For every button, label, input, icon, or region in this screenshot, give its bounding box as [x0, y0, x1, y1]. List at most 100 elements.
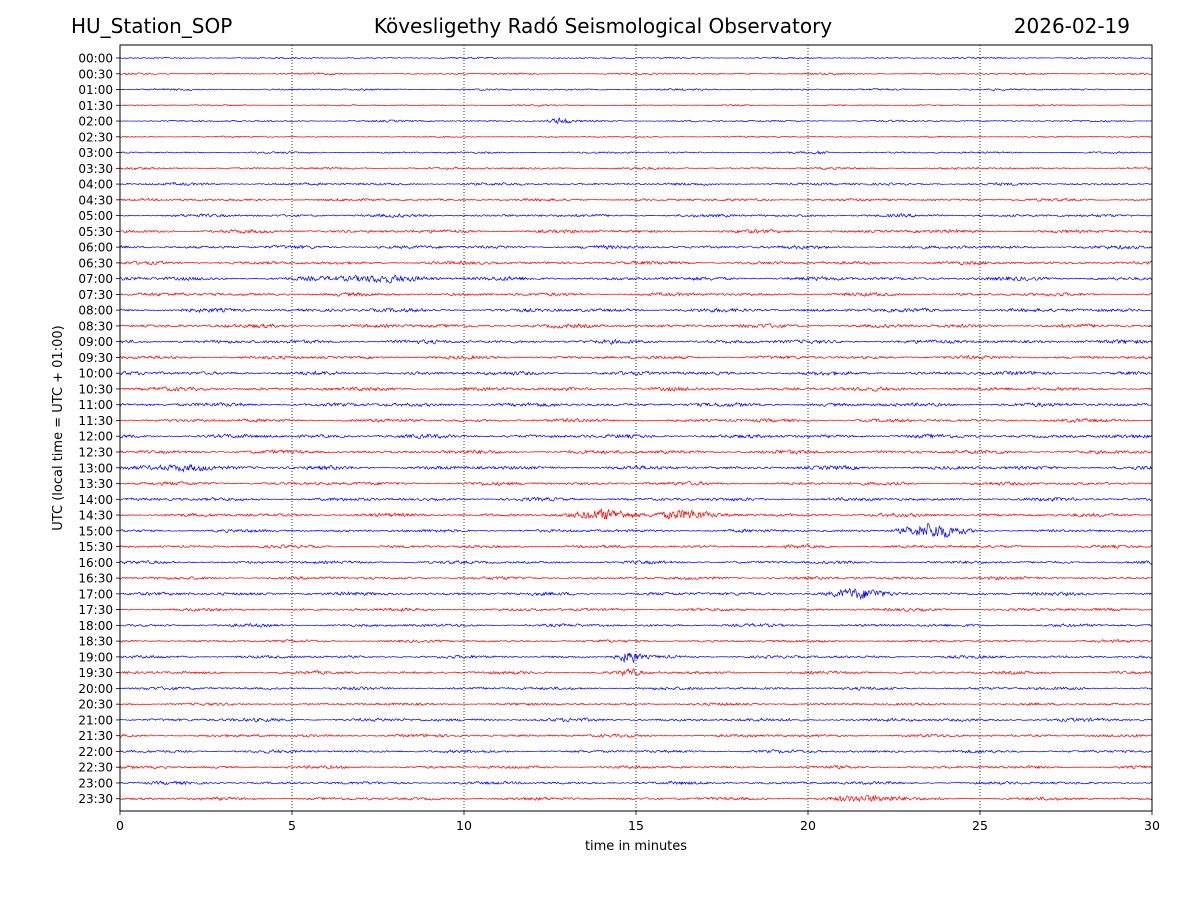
- y-tick-label: 11:00: [78, 398, 113, 412]
- trace-0700: [119, 274, 1153, 284]
- trace-2330: [119, 794, 1153, 803]
- trace-2200: [119, 749, 1153, 754]
- trace-0430: [119, 197, 1153, 202]
- x-tick-label: 0: [116, 818, 124, 833]
- trace-0500: [119, 213, 1153, 218]
- y-tick-label: 11:30: [78, 414, 113, 428]
- trace-2030: [119, 702, 1153, 707]
- trace-1530: [119, 544, 1153, 549]
- y-tick-label: 01:30: [78, 99, 113, 113]
- y-tick-label: 01:00: [78, 83, 113, 97]
- y-tick-label: 03:30: [78, 162, 113, 176]
- trace-1700: [119, 587, 1153, 601]
- trace-2100: [119, 717, 1153, 723]
- trace-1900: [119, 652, 1153, 664]
- trace-0400: [119, 182, 1153, 187]
- y-axis-label: UTC (local time = UTC + 01:00): [51, 325, 66, 530]
- trace-1830: [119, 638, 1153, 644]
- trace-1730: [119, 607, 1153, 613]
- date-label: 2026-02-19: [1013, 14, 1130, 38]
- chart-title: Kövesligethy Radó Seismological Observat…: [373, 14, 833, 38]
- x-tick-label: 10: [456, 818, 472, 833]
- trace-0100: [119, 88, 1153, 92]
- trace-1100: [119, 401, 1153, 408]
- trace-2130: [119, 733, 1153, 738]
- seismic-traces: [119, 56, 1153, 803]
- y-tick-label: 20:00: [78, 682, 113, 696]
- trace-0330: [119, 166, 1153, 171]
- grid-lines: [291, 45, 981, 811]
- y-tick-label: 10:30: [78, 382, 113, 396]
- y-tick-label: 02:30: [78, 130, 113, 144]
- y-tick-label: 06:30: [78, 256, 113, 270]
- y-tick-label: 06:00: [78, 241, 113, 255]
- y-tick-label: 14:00: [78, 493, 113, 507]
- x-tick-label: 5: [288, 818, 296, 833]
- y-tick-label: 15:30: [78, 540, 113, 554]
- y-tick-label: 21:00: [78, 713, 113, 727]
- trace-0000: [119, 56, 1153, 60]
- y-tick-label: 13:30: [78, 477, 113, 491]
- y-tick-label: 07:30: [78, 288, 113, 302]
- y-tick-label: 13:00: [78, 461, 113, 475]
- y-tick-label: 18:30: [78, 635, 113, 649]
- trace-1930: [119, 668, 1153, 677]
- y-tick-label: 16:00: [78, 556, 113, 570]
- y-tick-label: 00:30: [78, 67, 113, 81]
- y-tick-label: 08:00: [78, 304, 113, 318]
- y-tick-label: 16:30: [78, 572, 113, 586]
- trace-0900: [119, 338, 1153, 345]
- trace-1430: [119, 508, 1153, 520]
- y-tick-label: 00:00: [78, 52, 113, 66]
- y-tick-label: 07:00: [78, 272, 113, 286]
- y-tick-label: 04:30: [78, 193, 113, 207]
- trace-1630: [119, 575, 1153, 581]
- trace-0830: [119, 323, 1153, 329]
- y-tick-label: 23:30: [78, 792, 113, 806]
- y-tick-label: 17:30: [78, 603, 113, 617]
- y-tick-label: 15:00: [78, 524, 113, 538]
- trace-0230: [119, 135, 1153, 139]
- trace-0600: [119, 244, 1153, 250]
- x-axis-ticks: 0 5 10 15 20 25 30: [116, 811, 1160, 833]
- trace-1500: [119, 522, 1153, 538]
- y-tick-label: 08:30: [78, 319, 113, 333]
- y-tick-label: 20:30: [78, 698, 113, 712]
- y-tick-label: 05:00: [78, 209, 113, 223]
- y-tick-label: 09:30: [78, 351, 113, 365]
- x-tick-label: 30: [1144, 818, 1160, 833]
- y-tick-label: 12:30: [78, 446, 113, 460]
- trace-1030: [119, 386, 1153, 392]
- trace-0200: [119, 116, 1153, 125]
- trace-1400: [119, 496, 1153, 502]
- y-tick-label: 05:30: [78, 225, 113, 239]
- trace-0030: [119, 72, 1153, 76]
- trace-1330: [119, 480, 1153, 487]
- trace-0130: [119, 103, 1153, 107]
- y-tick-label: 12:00: [78, 430, 113, 444]
- trace-0630: [119, 260, 1153, 266]
- y-tick-label: 09:00: [78, 335, 113, 349]
- trace-1300: [119, 463, 1153, 473]
- y-tick-label: 10:00: [78, 367, 113, 381]
- trace-1600: [119, 560, 1153, 565]
- trace-2000: [119, 686, 1153, 691]
- y-tick-label: 21:30: [78, 729, 113, 743]
- trace-1200: [119, 433, 1153, 440]
- y-tick-label: 02:00: [78, 115, 113, 129]
- y-tick-label: 19:00: [78, 650, 113, 664]
- trace-1130: [119, 417, 1153, 424]
- trace-0730: [119, 291, 1153, 297]
- x-tick-label: 15: [628, 818, 644, 833]
- y-tick-label: 22:30: [78, 761, 113, 775]
- trace-0300: [119, 150, 1153, 155]
- y-tick-label: 04:00: [78, 178, 113, 192]
- y-tick-label: 23:00: [78, 776, 113, 790]
- trace-0800: [119, 307, 1153, 314]
- y-tick-label: 22:00: [78, 745, 113, 759]
- y-tick-label: 03:00: [78, 146, 113, 160]
- y-tick-label: 17:00: [78, 587, 113, 601]
- x-axis-label: time in minutes: [585, 839, 687, 854]
